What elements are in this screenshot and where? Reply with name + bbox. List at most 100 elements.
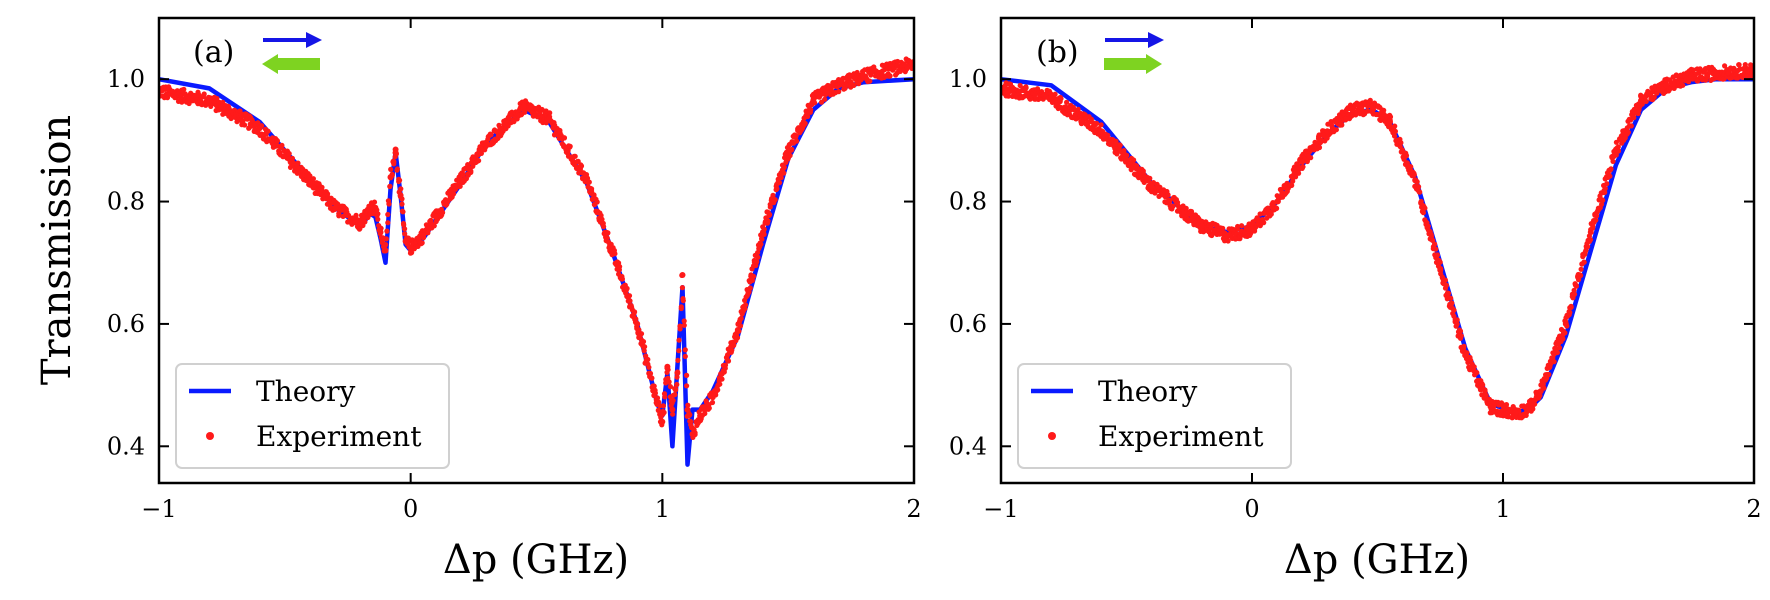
experiment-point [836, 89, 842, 95]
experiment-point [681, 322, 687, 328]
experiment-point [627, 298, 633, 304]
experiment-point [1261, 220, 1267, 226]
experiment-point [397, 192, 404, 199]
experiment-point [1392, 128, 1398, 134]
experiment-point [1124, 152, 1130, 158]
experiment-point [402, 238, 409, 245]
experiment-point [1454, 317, 1460, 323]
experiment-point [654, 400, 661, 407]
experiment-point [1458, 333, 1464, 339]
experiment-point [1225, 238, 1231, 244]
experiment-point [561, 135, 568, 141]
experiment-point [666, 379, 672, 385]
y-tick-label: 0.8 [949, 188, 987, 216]
experiment-point [1039, 89, 1045, 95]
experiment-point [332, 204, 339, 211]
experiment-point [1324, 128, 1331, 135]
legend-frame [175, 363, 450, 469]
experiment-point [1147, 175, 1153, 181]
experiment-point [534, 114, 541, 120]
experiment-point [785, 149, 792, 156]
experiment-point [1289, 182, 1295, 188]
experiment-point [181, 86, 187, 92]
experiment-point [399, 208, 405, 214]
experiment-point [1722, 63, 1728, 69]
experiment-point [242, 122, 248, 128]
experiment-point [776, 180, 783, 186]
experiment-point [385, 211, 391, 218]
experiment-point [420, 232, 427, 239]
experiment-point [670, 397, 676, 404]
panel-b-legend: Theory Experiment [1017, 363, 1292, 469]
experiment-point [1113, 138, 1119, 144]
experiment-point [357, 220, 364, 226]
experiment-point [842, 85, 848, 91]
experiment-point [1562, 330, 1568, 336]
experiment-point [384, 228, 390, 234]
experiment-point [669, 406, 676, 413]
experiment-point [1433, 246, 1439, 252]
experiment-point [673, 387, 679, 393]
experiment-point [619, 276, 626, 282]
experiment-point [750, 273, 757, 279]
experiment-point [286, 151, 292, 157]
experiment-point [1461, 343, 1467, 349]
experiment-point [1587, 237, 1594, 243]
experiment-point [1296, 170, 1302, 176]
panel-b-x-axis-label: Δp (GHz) [1284, 537, 1470, 583]
experiment-point [747, 285, 753, 291]
experiment-point [1052, 91, 1058, 97]
experiment-point [1578, 266, 1584, 272]
experiment-point [725, 358, 732, 364]
experiment-point [362, 219, 368, 225]
experiment-point [760, 229, 766, 236]
experiment-point [719, 376, 725, 382]
experiment-point [765, 218, 771, 224]
experiment-point [729, 347, 735, 353]
experiment-point [1448, 295, 1454, 301]
experiment-point [578, 163, 585, 169]
experiment-point [715, 387, 721, 393]
experiment-point [749, 277, 756, 283]
experiment-point [1437, 265, 1444, 272]
experiment-point [676, 337, 682, 343]
experiment-point [1392, 123, 1398, 129]
experiment-point [1411, 170, 1417, 176]
experiment-point [1398, 140, 1404, 146]
experiment-point [742, 302, 749, 308]
experiment-point [397, 177, 403, 183]
experiment-point [661, 409, 667, 416]
experiment-point [460, 172, 466, 178]
experiment-point [439, 210, 445, 216]
experiment-point [1600, 197, 1606, 203]
experiment-point [1094, 120, 1100, 126]
panel-a-label: (a) [193, 35, 234, 70]
experiment-point [1223, 232, 1230, 239]
experiment-point [1316, 144, 1323, 151]
experiment-point [1638, 97, 1644, 104]
experiment-point [1573, 283, 1579, 289]
experiment-point [642, 344, 648, 350]
x-tick-label: −1 [141, 495, 176, 523]
experiment-point [343, 206, 349, 212]
experiment-point [781, 164, 787, 170]
experiment-point [1736, 62, 1742, 68]
experiment-point [676, 348, 682, 354]
experiment-point [678, 305, 684, 312]
experiment-point [1445, 290, 1452, 296]
experiment-point [1451, 307, 1457, 313]
panel-a-ticks: −1 0 1 2 0.4 0.6 0.8 1.0 [107, 18, 922, 523]
legend-experiment-swatch [1048, 432, 1056, 440]
experiment-point [660, 403, 667, 409]
experiment-point [1063, 104, 1070, 110]
experiment-point [1339, 122, 1345, 128]
experiment-point [1480, 382, 1486, 388]
experiment-point [758, 241, 764, 247]
experiment-point [295, 160, 301, 166]
experiment-point [1613, 152, 1619, 158]
experiment-point [237, 108, 243, 114]
experiment-point [647, 370, 654, 377]
experiment-point [759, 236, 765, 242]
theory-series-line [1001, 76, 1754, 415]
experiment-point [547, 110, 553, 116]
